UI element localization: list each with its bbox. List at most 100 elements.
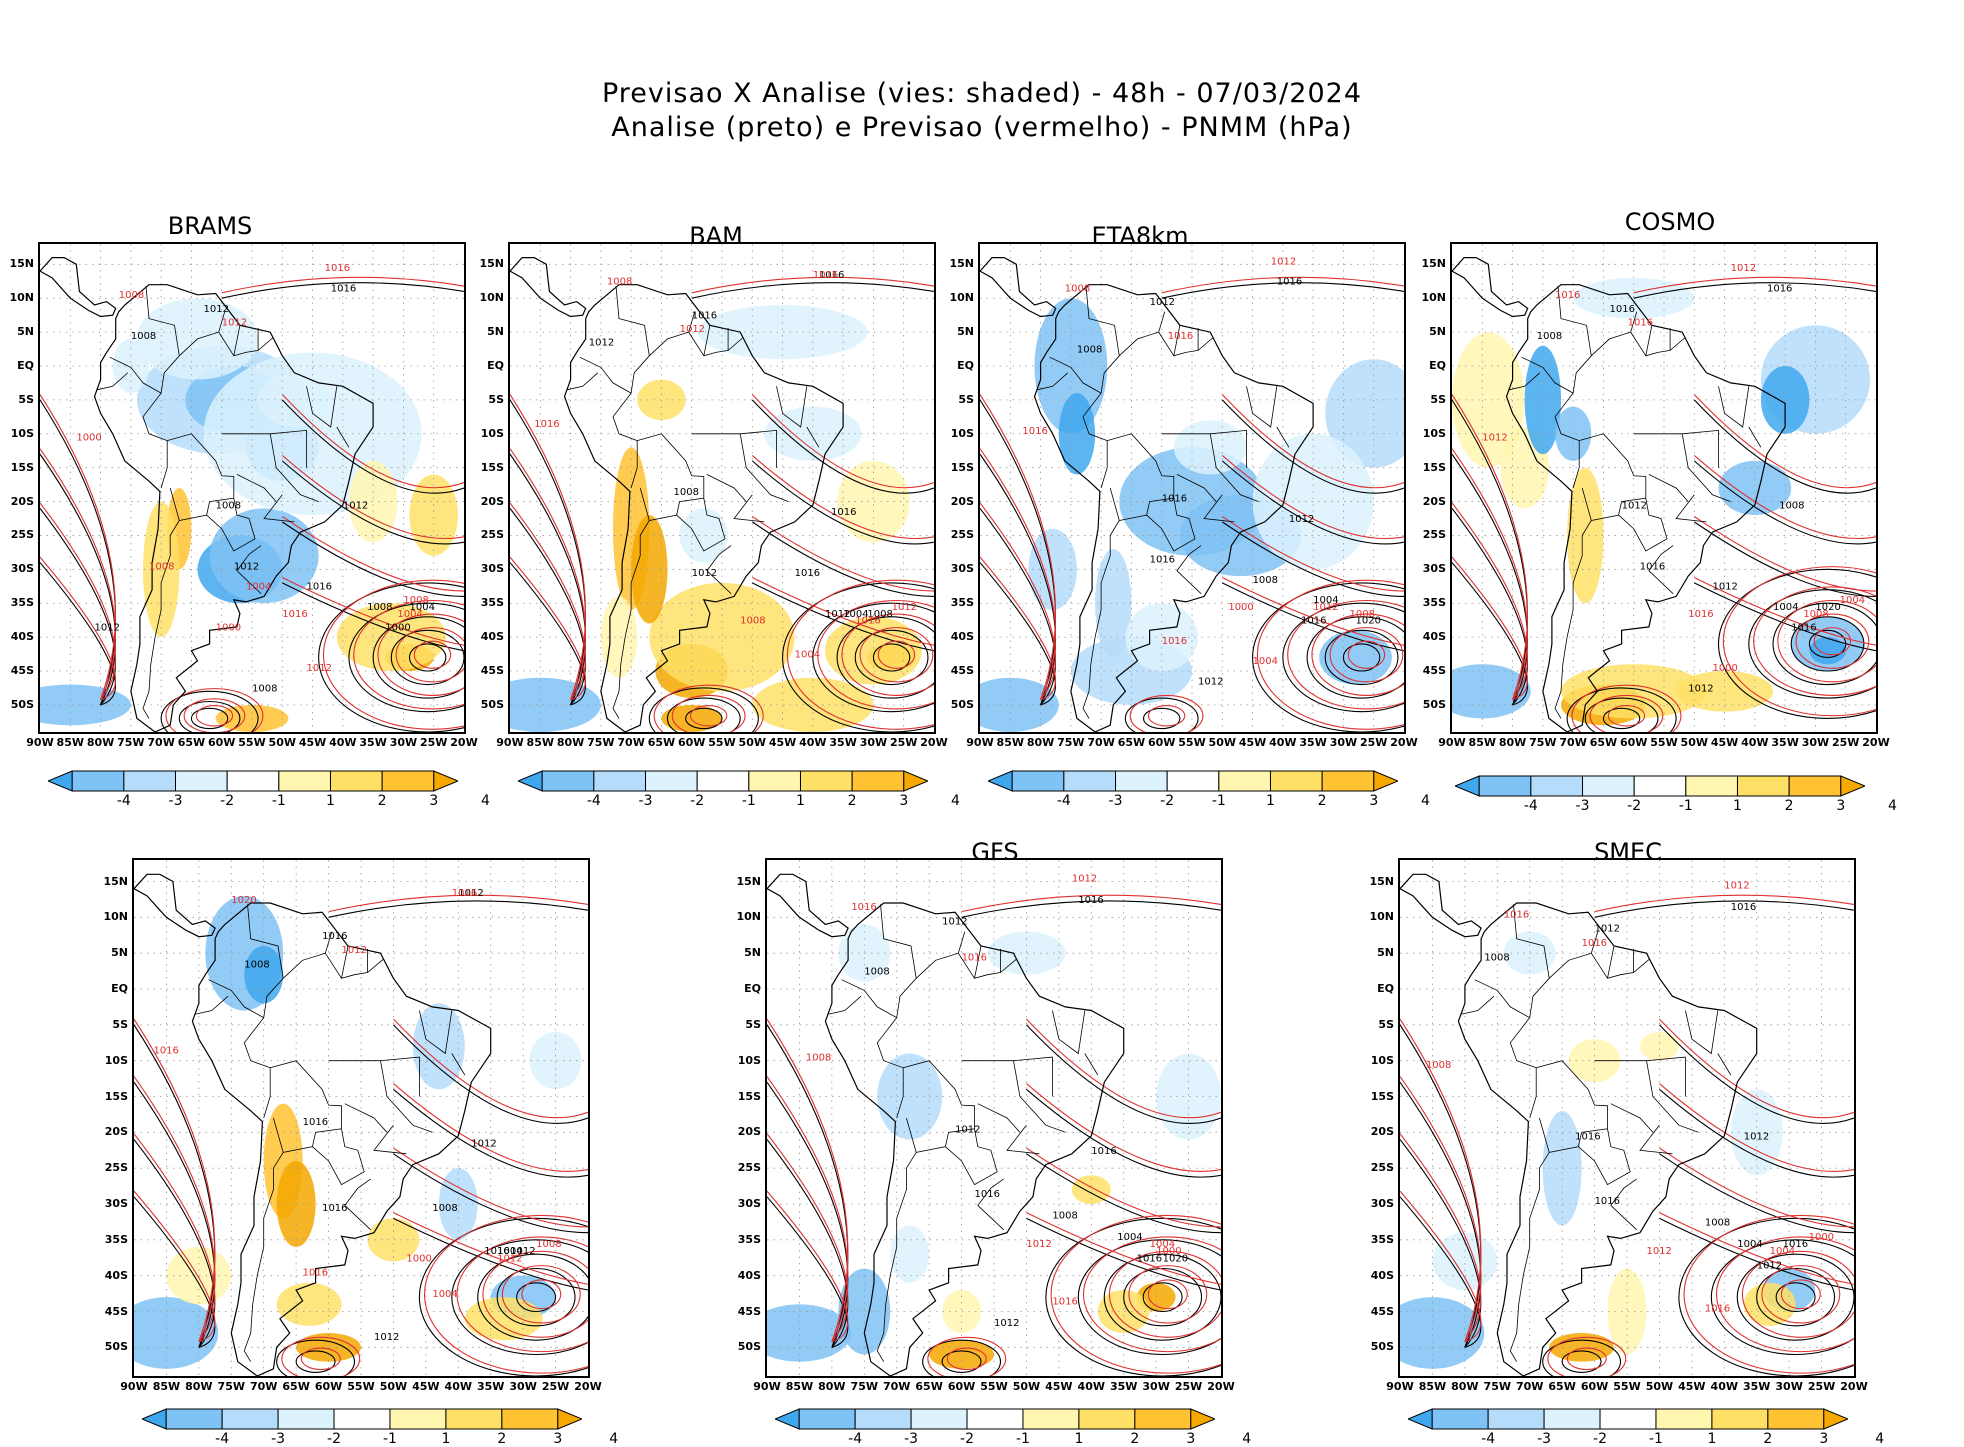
latitude-label: 30S	[1370, 1197, 1394, 1210]
forecast-contour-label: 1016	[1582, 938, 1607, 949]
forecast-contour-label: 1016	[813, 270, 838, 281]
latitude-label: 50S	[737, 1340, 761, 1354]
longitude-label: 25W	[541, 1380, 570, 1393]
colorbar-swatch	[381, 770, 435, 792]
latitude-label: 30S	[1422, 562, 1446, 576]
isobar	[413, 640, 452, 669]
longitude-label: 40W	[799, 736, 827, 749]
isobar	[1772, 602, 1876, 686]
latitude-label: 35S	[10, 596, 34, 610]
forecast-contour-label: 1000	[216, 622, 241, 633]
isobar	[767, 1139, 849, 1348]
isobar	[1756, 1267, 1836, 1327]
bias-shade-area	[276, 1282, 342, 1326]
latitude-label: 5N	[17, 325, 34, 339]
colorbar-label: 1	[1074, 1431, 1084, 1447]
isobar	[281, 455, 464, 540]
isobar	[1306, 616, 1404, 699]
colorbar-label: 2	[377, 793, 387, 809]
bias-shade-area	[1542, 1110, 1582, 1226]
colorbar-swatch	[1078, 1408, 1136, 1430]
bias-shade-area	[1607, 1268, 1647, 1355]
isobar	[1452, 562, 1528, 706]
colorbar-label: -3	[1575, 798, 1590, 814]
analysis-contour-label: 1020	[1163, 1253, 1188, 1264]
latitude-label: 35S	[950, 596, 974, 610]
pressure-map: 1016 1012 1008 1016 1016 1012 1008 1004 1020 1016…	[980, 244, 1404, 732]
forecast-contour-label: 1008	[740, 616, 765, 627]
isobar	[751, 455, 934, 540]
longitude-label: 65W	[1589, 736, 1618, 749]
colorbar-label: -3	[271, 1431, 286, 1447]
analysis-contour-label: 1008	[1077, 344, 1102, 355]
isobar	[1659, 1018, 1854, 1119]
longitude-label: 70W	[147, 736, 175, 749]
latitude-label: 20S	[480, 494, 504, 508]
longitude-label: 25W	[419, 736, 448, 749]
longitude-label: 70W	[617, 736, 645, 749]
latitude-label: 15N	[479, 257, 504, 271]
colorbar-label: 3	[1186, 1431, 1196, 1447]
isobar	[510, 556, 586, 700]
colorbar-label: -4	[586, 793, 601, 809]
forecast-contour-label: 1016	[282, 609, 307, 620]
colorbar-swatch	[1599, 1408, 1657, 1430]
bias-shade-area	[697, 305, 868, 360]
latitude-label: 5S	[1430, 392, 1446, 406]
longitude-label: 25W	[889, 736, 918, 749]
longitude-label: 75W	[117, 736, 145, 749]
isobar	[1694, 582, 1876, 652]
forecast-contour-label: 1012	[497, 1253, 522, 1264]
bias-shade-area	[637, 379, 686, 421]
longitude-label: 85W	[996, 736, 1024, 749]
isobar	[1561, 1350, 1602, 1373]
isobar	[134, 1024, 216, 1348]
bias-shade-area	[1095, 549, 1132, 658]
colorbar-label: -1	[382, 1431, 397, 1447]
colorbar	[142, 1408, 582, 1430]
colorbar-label: -1	[741, 793, 756, 809]
latitude-label: 15S	[950, 460, 974, 474]
isobar	[1026, 1212, 1221, 1285]
longitude-label: 85W	[1468, 736, 1496, 749]
latitude-label: 30S	[104, 1197, 128, 1210]
isobar	[1594, 894, 1854, 913]
bias-shade-area	[752, 677, 874, 732]
isobar	[1287, 599, 1404, 710]
latitude-label: 5N	[111, 946, 128, 960]
isobar	[767, 1024, 849, 1348]
colorbar-swatch	[277, 1408, 335, 1430]
coastline	[767, 873, 1125, 1376]
isobar	[1693, 394, 1876, 489]
colorbar-swatch	[1788, 775, 1842, 797]
country-borders	[567, 285, 820, 719]
bias-shade-area	[464, 1297, 543, 1341]
colorbar-low-end	[48, 770, 73, 792]
isobar	[477, 1253, 588, 1341]
forecast-contour-label: 1012	[1724, 881, 1749, 892]
latitude-label: 10N	[736, 910, 761, 924]
colorbar-label: -1	[1211, 793, 1226, 809]
forecast-isobars	[980, 276, 1404, 732]
bias-shading	[510, 305, 922, 732]
colorbar-label: 3	[1836, 798, 1846, 814]
forecast-contour-label: 1020	[231, 895, 256, 906]
isobar	[1342, 643, 1381, 672]
isobar	[393, 1018, 588, 1119]
isobar	[1324, 629, 1399, 686]
longitude-label: 60W	[677, 736, 706, 749]
colorbar-swatch	[329, 770, 383, 792]
longitude-label: 35W	[829, 736, 857, 749]
colorbar-swatch	[1022, 1408, 1080, 1430]
latitude-label: 20S	[1422, 494, 1446, 508]
longitude-label: 30W	[859, 736, 888, 749]
isobar	[322, 579, 464, 730]
isobar	[510, 394, 587, 700]
isobar	[946, 1347, 987, 1371]
latitude-label: 15S	[1422, 460, 1446, 474]
latitude-label: 25S	[950, 528, 974, 542]
longitude-label: 90W	[966, 736, 994, 749]
country-borders	[195, 904, 466, 1362]
colorbar-high-end	[1373, 770, 1398, 792]
isobar	[1584, 697, 1659, 732]
